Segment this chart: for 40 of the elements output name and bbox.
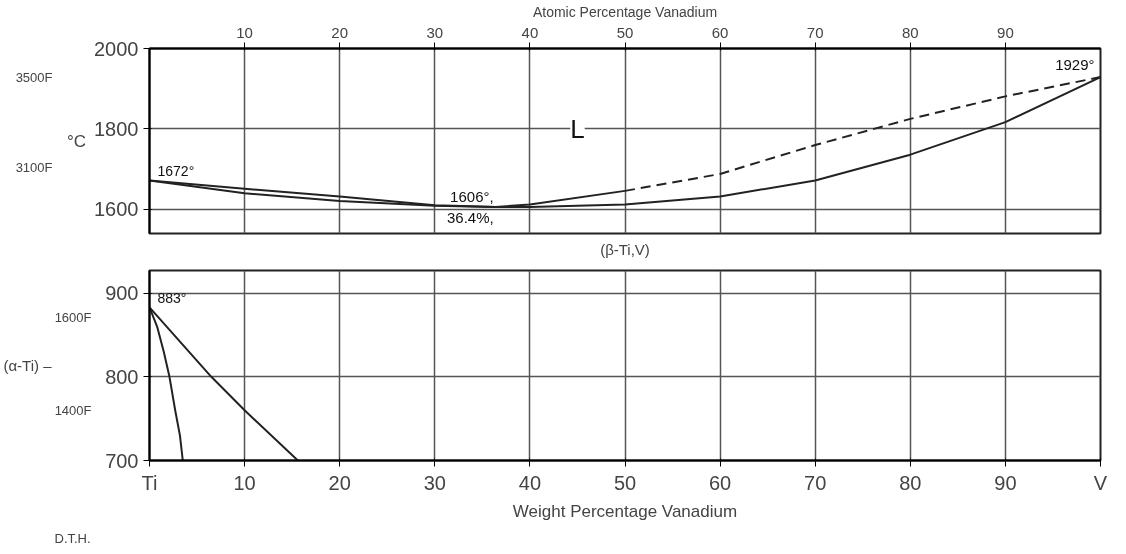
x-tick-label: 40 xyxy=(518,471,542,494)
text: (α-Ti) – xyxy=(3,357,53,374)
x2-tick-label: 90 xyxy=(997,23,1014,41)
annotation: 1672° xyxy=(157,163,195,180)
x2-axis-title: Atomic Percentage Vanadium xyxy=(532,3,718,20)
annotation: 883° xyxy=(157,290,187,307)
x2-tick-label: 80 xyxy=(901,23,919,41)
y-tick-label: 800 xyxy=(105,365,139,388)
text: D.T.H. xyxy=(54,530,91,546)
x-tick-label: 30 xyxy=(423,471,446,494)
x2-tick-label: 40 xyxy=(521,23,539,41)
x2-tick-label: 30 xyxy=(426,23,444,41)
x-tick-label: 80 xyxy=(899,471,922,494)
y-axis-title: °C xyxy=(66,131,87,151)
y-tick-label: 700 xyxy=(105,449,139,472)
annotation: 1929° xyxy=(1055,56,1095,74)
annotation: 1606°, 36.4%, xyxy=(446,188,494,226)
x-tick-label: 20 xyxy=(328,471,351,494)
y2-tick-label: 1600F xyxy=(54,309,92,325)
x-tick-label: V xyxy=(1093,471,1108,494)
y-tick-label: 2000 xyxy=(94,37,139,60)
x-tick-label: 70 xyxy=(804,471,827,494)
y2-tick-label: 3100F xyxy=(15,159,53,175)
y-tick-label: 900 xyxy=(105,282,139,305)
x-tick-label: 50 xyxy=(613,471,637,494)
x2-tick-label: 20 xyxy=(331,23,349,41)
y-tick-label: 1600 xyxy=(94,198,139,221)
x2-tick-label: 10 xyxy=(236,23,253,41)
x-tick-label: 90 xyxy=(994,471,1017,494)
x-tick-label: 60 xyxy=(708,471,732,494)
x-axis-title: Weight Percentage Vanadium xyxy=(512,501,738,521)
x-tick-label: Ti xyxy=(141,471,158,494)
y-tick-label: 1800 xyxy=(94,117,139,140)
x-tick-label: 10 xyxy=(233,471,256,494)
x2-tick-label: 60 xyxy=(711,23,729,41)
text: (β-Ti,V) xyxy=(600,240,650,258)
y2-tick-label: 1400F xyxy=(54,402,92,418)
x2-tick-label: 50 xyxy=(616,23,634,41)
y2-tick-label: 3500F xyxy=(15,70,53,86)
x2-tick-label: 70 xyxy=(806,23,824,41)
